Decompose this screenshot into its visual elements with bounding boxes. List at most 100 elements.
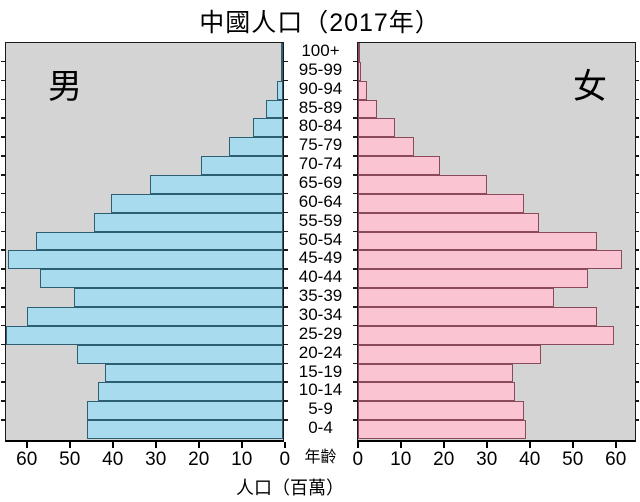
inner-tick-left <box>284 287 288 289</box>
age-group-label: 45-49 <box>298 248 343 268</box>
inner-tick-left <box>284 117 288 119</box>
inner-tick-left <box>284 268 288 270</box>
bar-male-35-39 <box>74 288 283 307</box>
outer-tick-left <box>1 155 5 157</box>
age-group-label: 0-4 <box>308 418 333 438</box>
outer-tick-left <box>1 211 5 214</box>
outer-tick-right <box>635 192 639 195</box>
x-axis-tick-left <box>241 442 243 448</box>
bar-male-95-99 <box>280 61 283 81</box>
inner-tick-right <box>353 174 357 176</box>
bar-female-25-29 <box>358 325 614 345</box>
age-axis-title: 年齡 <box>304 449 337 466</box>
inner-tick-left <box>284 400 288 402</box>
bar-female-70-74 <box>358 156 440 175</box>
inner-tick-left <box>284 211 288 214</box>
outer-tick-left <box>1 60 5 63</box>
inner-tick-right <box>353 155 357 157</box>
inner-tick-left <box>284 136 288 138</box>
inner-tick-right <box>353 362 357 365</box>
x-axis-tick-right <box>400 442 402 448</box>
x-axis-tick-label-left: 60 <box>16 449 38 470</box>
inner-tick-right <box>353 268 357 270</box>
x-axis-tick-left <box>198 442 200 448</box>
outer-tick-right <box>635 362 639 365</box>
inner-tick-right <box>353 306 357 308</box>
age-group-label: 85-89 <box>298 97 343 117</box>
bar-female-20-24 <box>358 344 541 364</box>
age-group-label: 75-79 <box>298 135 343 155</box>
bar-female-50-54 <box>358 231 597 251</box>
bar-female-30-34 <box>358 307 597 326</box>
outer-tick-right <box>635 343 639 346</box>
bar-female-95-99 <box>358 61 361 81</box>
outer-tick-left <box>1 174 5 176</box>
outer-tick-left <box>1 306 5 308</box>
outer-tick-right <box>635 287 639 289</box>
bar-male-25-29 <box>5 325 283 345</box>
x-axis-tick-left <box>284 442 286 448</box>
x-axis-tick-left <box>112 442 114 448</box>
x-axis-tick-right <box>615 442 617 448</box>
outer-tick-left <box>1 249 5 251</box>
outer-tick-left <box>1 136 5 138</box>
outer-tick-left <box>1 79 5 82</box>
bar-female-75-79 <box>358 137 414 157</box>
x-axis-label: 人口（百萬） <box>236 478 344 498</box>
outer-tick-right <box>635 98 639 101</box>
x-axis-tick-label-left: 0 <box>279 449 291 470</box>
inner-tick-right <box>353 249 357 251</box>
x-axis-tick-label-left: 30 <box>145 449 167 470</box>
inner-tick-right <box>353 60 357 63</box>
inner-tick-right <box>353 324 357 327</box>
x-axis-tick-right <box>486 442 488 448</box>
male-panel: 男 <box>5 42 284 442</box>
bar-female-45-49 <box>358 250 623 270</box>
bar-male-50-54 <box>35 231 283 251</box>
inner-tick-right <box>353 136 357 138</box>
x-axis-tick-label-right: 50 <box>562 449 584 470</box>
age-group-label: 55-59 <box>298 210 343 230</box>
age-group-label: 95-99 <box>298 59 343 79</box>
x-axis-tick-label-right: 40 <box>519 449 541 470</box>
outer-tick-right <box>635 79 639 82</box>
x-axis-tick-right <box>572 442 574 448</box>
outer-tick-right <box>635 174 639 176</box>
bar-male-55-59 <box>93 212 283 232</box>
outer-tick-right <box>635 249 639 251</box>
inner-tick-right <box>353 98 357 101</box>
inner-tick-left <box>284 381 288 383</box>
male-series-label: 男 <box>48 68 82 106</box>
inner-tick-right <box>353 400 357 402</box>
bar-female-85-89 <box>358 99 378 119</box>
bar-female-15-19 <box>358 363 513 383</box>
inner-tick-left <box>284 60 288 63</box>
outer-tick-right <box>635 117 639 119</box>
outer-tick-right <box>635 230 639 233</box>
age-group-label: 30-34 <box>298 305 343 324</box>
bar-male-60-64 <box>111 193 283 213</box>
age-axis-column: 100+ 95-99 90-94 85-89 80-84 75-79 70-74 65-69 6… <box>284 41 357 442</box>
bar-female-10-14 <box>358 382 515 402</box>
bar-male-85-89 <box>265 99 283 119</box>
inner-tick-right <box>353 381 357 383</box>
bar-female-90-94 <box>358 80 367 100</box>
age-group-label: 60-64 <box>298 191 343 211</box>
x-axis-tick-label-left: 40 <box>102 449 124 470</box>
age-group-label: 80-84 <box>298 116 343 136</box>
age-group-label: 40-44 <box>298 267 343 287</box>
outer-tick-right <box>635 60 639 63</box>
inner-tick-right <box>353 211 357 214</box>
age-group-label: 5-9 <box>308 399 333 419</box>
outer-tick-left <box>1 192 5 195</box>
bar-male-5-9 <box>87 401 283 421</box>
x-axis-tick-label-left: 10 <box>231 449 253 470</box>
inner-tick-left <box>284 343 288 346</box>
bar-female-35-39 <box>358 288 554 307</box>
x-axis-tick-label-right: 60 <box>605 449 627 470</box>
age-group-label: 70-74 <box>298 154 343 174</box>
inner-tick-right <box>353 419 357 421</box>
inner-tick-right <box>353 287 357 289</box>
outer-tick-left <box>1 362 5 365</box>
